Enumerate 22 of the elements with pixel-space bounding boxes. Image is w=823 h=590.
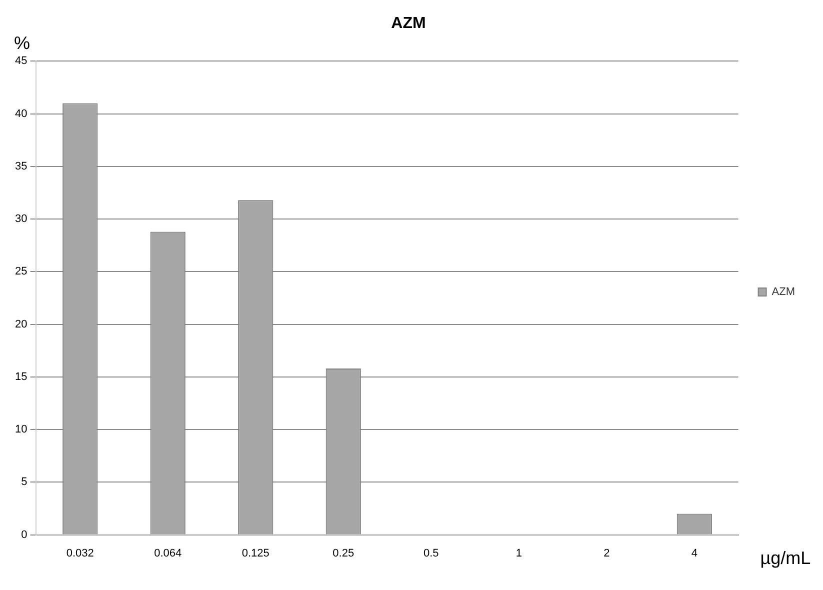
y-tick-label: 15 [14, 370, 28, 383]
x-tick-label: 0.25 [332, 547, 354, 560]
y-tick-label: 20 [14, 318, 28, 330]
chart-title: AZM [391, 15, 426, 32]
y-tick-label: 5 [21, 476, 28, 488]
x-tick-label: 0.125 [242, 547, 270, 560]
y-tick-label: 40 [14, 108, 28, 120]
legend-label: AZM [772, 286, 796, 298]
y-axis-title: % [14, 33, 30, 54]
x-tick-label: 0.5 [423, 547, 439, 560]
y-tick-label: 0 [21, 528, 28, 541]
y-tick-label: 45 [14, 55, 28, 68]
x-axis-title: µg/mL [760, 548, 811, 568]
x-tick-label: 0.064 [154, 547, 182, 560]
x-tick-label: 1 [516, 547, 522, 560]
y-tick-label: 35 [14, 160, 28, 172]
y-tick-label: 25 [14, 266, 28, 278]
y-tick-label: 10 [14, 424, 28, 436]
y-tick-label: 30 [14, 213, 28, 226]
x-tick-label: 0.032 [66, 547, 94, 560]
x-tick-label: 2 [604, 547, 610, 560]
x-tick-label: 4 [691, 547, 698, 560]
